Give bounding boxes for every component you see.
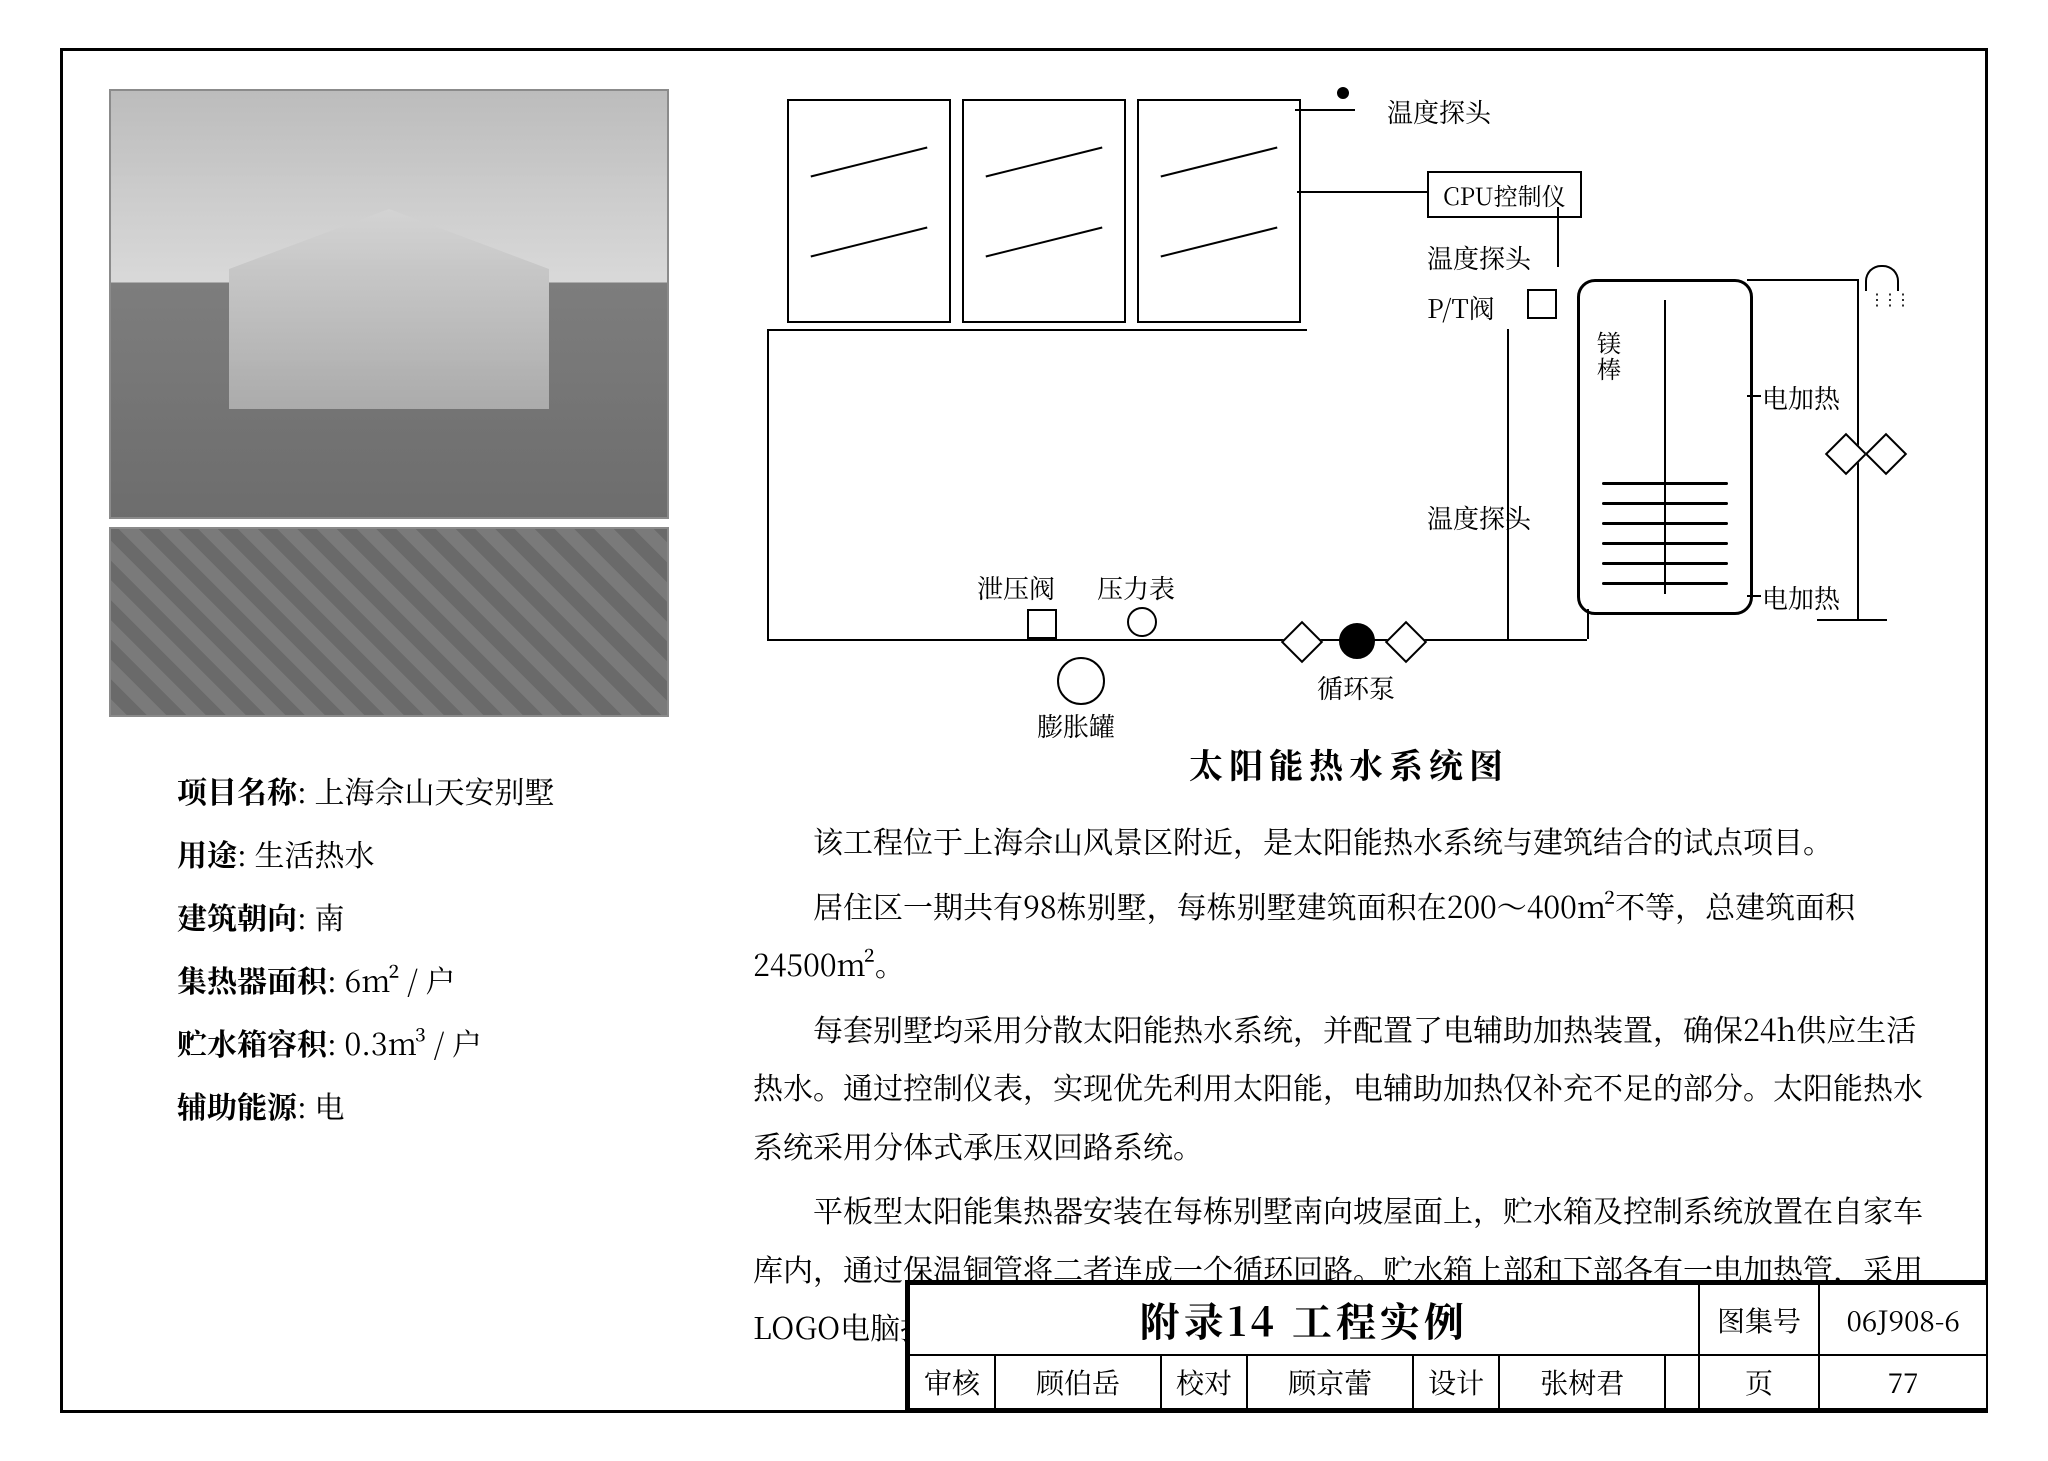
design-value: 张树君 xyxy=(1499,1355,1665,1409)
temp-probe-label: 温度探头 xyxy=(1427,499,1531,536)
check-key: 校对 xyxy=(1161,1355,1247,1409)
e-heat-label: 电加热 xyxy=(1762,579,1840,616)
design-key: 设计 xyxy=(1413,1355,1499,1409)
relief-valve-label: 泄压阀 xyxy=(977,569,1055,606)
building-photo-2 xyxy=(109,527,669,717)
info-key: 辅助能源 xyxy=(177,1083,297,1127)
valve-icon xyxy=(1825,433,1867,475)
article-paragraph: 每套别墅均采用分散太阳能热水系统，并配置了电辅助加热装置，确保24h供应生活热水… xyxy=(753,999,1945,1175)
collector-panel xyxy=(962,99,1126,323)
title-block: 附录14 工程实例 图集号 06J908-6 审核 顾伯岳 校对 顾京蕾 设计 … xyxy=(905,1280,1988,1413)
info-value: 6m² / 户 xyxy=(345,957,456,1001)
system-diagram: 温度探头 CPU控制仪 P/T阀 温度探头 xyxy=(727,79,1907,719)
check-value: 顾京蕾 xyxy=(1247,1355,1413,1409)
collector-panel xyxy=(787,99,951,323)
info-value: 上海佘山天安别墅 xyxy=(315,768,555,812)
pt-valve-label: P/T阀 xyxy=(1427,289,1495,326)
info-value: 南 xyxy=(315,894,345,938)
pump-icon xyxy=(1339,623,1375,659)
temp-probe-label: 温度探头 xyxy=(1387,93,1491,130)
sensor-icon xyxy=(1337,87,1349,99)
page-key: 页 xyxy=(1699,1355,1820,1409)
relief-valve-icon xyxy=(1027,609,1057,639)
shower-icon xyxy=(1865,265,1899,291)
expansion-tank-icon xyxy=(1057,657,1105,705)
valve-icon xyxy=(1281,621,1323,663)
collector-panel xyxy=(1137,99,1301,323)
atlas-value: 06J908-6 xyxy=(1819,1284,1987,1355)
pressure-gauge-label: 压力表 xyxy=(1097,569,1175,606)
info-key: 项目名称 xyxy=(177,768,297,812)
temp-probe-label: 温度探头 xyxy=(1427,239,1531,276)
mg-rod-label: 镁 棒 xyxy=(1597,329,1621,382)
info-key: 集热器面积 xyxy=(177,957,327,1001)
info-key: 用途 xyxy=(177,831,237,875)
info-value: 0.3m³ / 户 xyxy=(345,1020,483,1064)
info-key: 建筑朝向 xyxy=(177,894,297,938)
article-body: 太阳能热水系统图 该工程位于上海佘山风景区附近，是太阳能热水系统与建筑结合的试点… xyxy=(753,731,1945,1362)
review-value: 顾伯岳 xyxy=(995,1355,1161,1409)
info-value: 电 xyxy=(315,1083,345,1127)
valve-icon xyxy=(1385,621,1427,663)
pressure-gauge-icon xyxy=(1127,607,1157,637)
e-heat-label: 电加热 xyxy=(1762,379,1840,416)
info-value: 生活热水 xyxy=(255,831,375,875)
drawing-title: 附录14 工程实例 xyxy=(909,1284,1699,1355)
article-title: 太阳能热水系统图 xyxy=(753,731,1945,797)
page-value: 77 xyxy=(1819,1355,1987,1409)
valve-icon xyxy=(1865,433,1907,475)
info-key: 贮水箱容积 xyxy=(177,1020,327,1064)
article-paragraph: 该工程位于上海佘山风景区附近，是太阳能热水系统与建筑结合的试点项目。 xyxy=(753,811,1945,870)
building-photo-1 xyxy=(109,89,669,519)
atlas-key: 图集号 xyxy=(1699,1284,1820,1355)
article-paragraph: 居住区一期共有98栋别墅，每栋别墅建筑面积在200～400m²不等，总建筑面积2… xyxy=(753,876,1945,993)
review-key: 审核 xyxy=(909,1355,995,1409)
circ-pump-label: 循环泵 xyxy=(1317,669,1395,706)
valve-icon xyxy=(1527,289,1557,319)
